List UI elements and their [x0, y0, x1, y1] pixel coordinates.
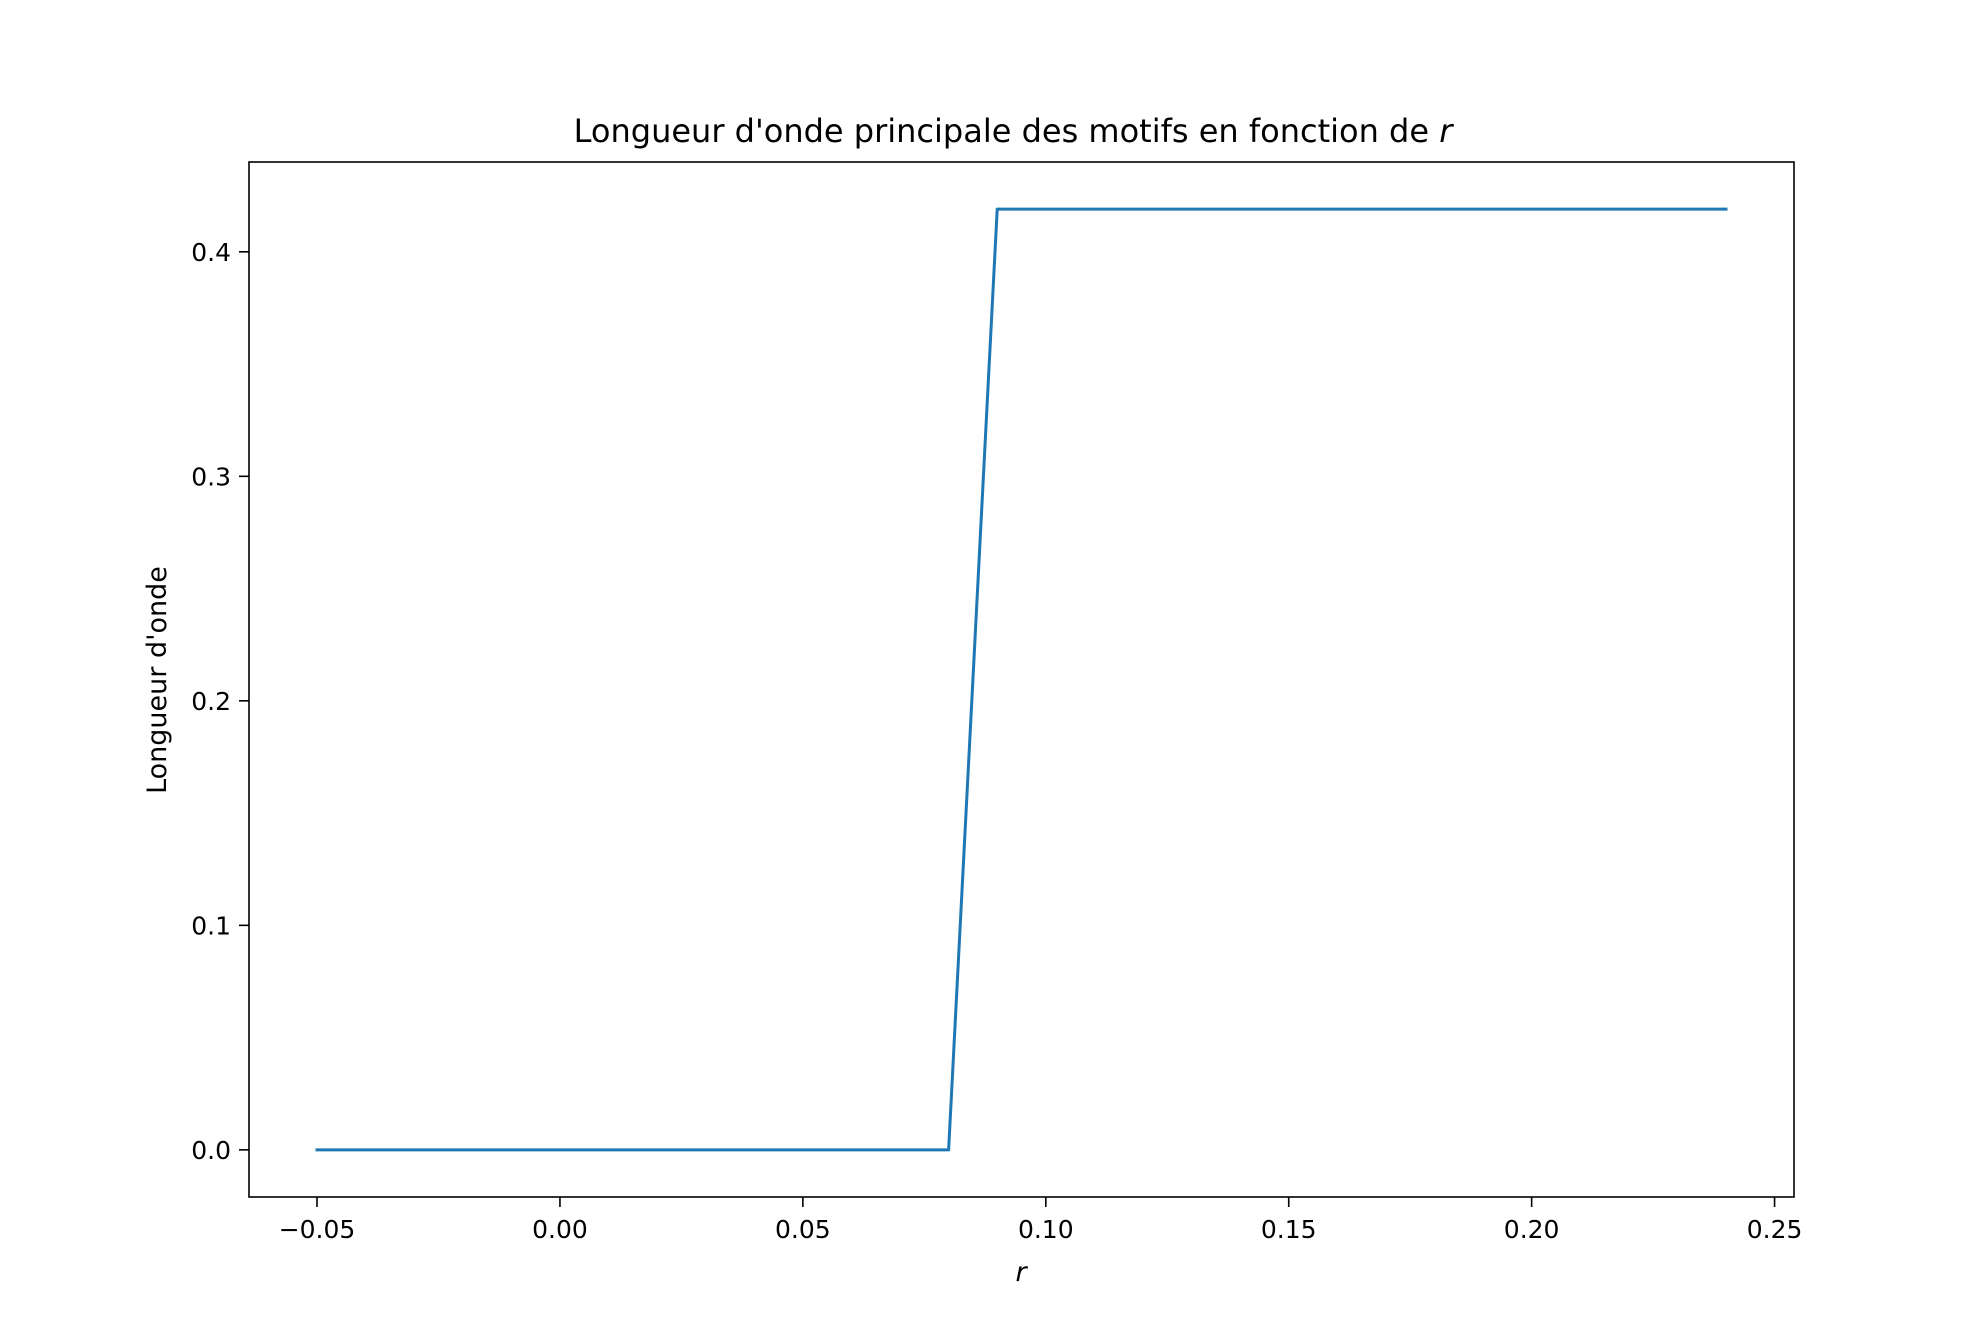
- x-tick-label: 0.05: [775, 1215, 831, 1244]
- x-axis-label: r: [1015, 1257, 1028, 1288]
- y-axis: 0.0 0.1 0.2 0.3 0.4: [191, 238, 249, 1165]
- y-axis-label: Longueur d'onde: [142, 566, 173, 794]
- chart-title-variable: r: [1439, 112, 1454, 150]
- y-tick-label: 0.2: [191, 687, 231, 716]
- plot-frame: [248, 161, 1795, 1198]
- y-tick-label: 0.0: [191, 1136, 231, 1165]
- chart-title: Longueur d'onde principale des motifs en…: [574, 112, 1455, 150]
- y-tick-label: 0.4: [191, 238, 231, 267]
- series-line: [315, 207, 1728, 1152]
- plot-area: [248, 161, 1795, 1198]
- x-tick-label: 0.20: [1504, 1215, 1560, 1244]
- plot-background: [249, 162, 1794, 1197]
- x-tick-label: −0.05: [279, 1215, 356, 1244]
- x-axis: −0.05 0.00 0.05 0.10 0.15 0.20 0.25: [279, 1197, 1803, 1244]
- x-tick-label: 0.25: [1747, 1215, 1803, 1244]
- x-tick-label: 0.15: [1261, 1215, 1317, 1244]
- x-tick-label: 0.10: [1018, 1215, 1074, 1244]
- y-tick-label: 0.3: [191, 462, 231, 491]
- series-layer: [315, 207, 1728, 1152]
- x-tick-label: 0.00: [532, 1215, 588, 1244]
- y-tick-label: 0.1: [191, 911, 231, 940]
